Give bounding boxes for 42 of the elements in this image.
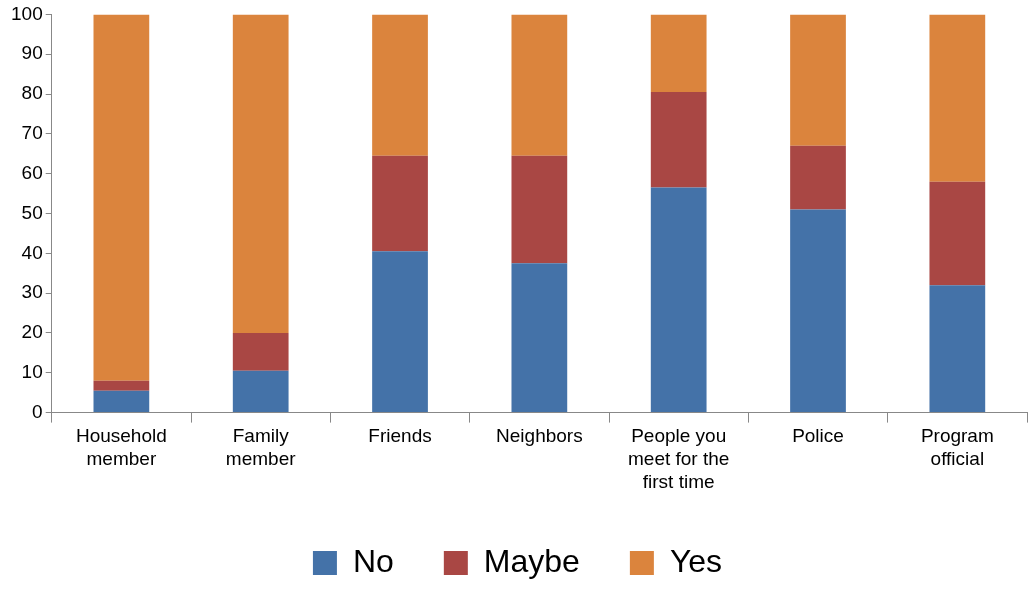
bar	[511, 14, 568, 156]
x-tick-label: Family member	[225, 425, 297, 470]
y-tick-label: 30	[21, 281, 43, 303]
y-tick-label: 70	[21, 122, 43, 144]
bar	[790, 145, 846, 210]
y-tick-label: 100	[11, 2, 43, 24]
bar	[232, 332, 289, 371]
x-tick-label: Neighbors	[496, 425, 583, 447]
bar	[650, 14, 707, 93]
bar	[93, 390, 150, 413]
y-tick-label: 60	[21, 161, 43, 183]
y-tick-label: 80	[21, 82, 43, 104]
legend-label: Maybe	[483, 542, 580, 579]
bar	[372, 251, 428, 413]
y-tick-label: 20	[21, 321, 43, 343]
bar	[372, 14, 428, 156]
bar	[511, 263, 568, 413]
x-tick-label: Friends	[368, 425, 432, 447]
bar	[93, 14, 150, 381]
bar	[929, 14, 986, 182]
legend-label: No	[352, 542, 394, 579]
x-tick-label: Household member	[75, 425, 167, 470]
bar	[511, 155, 568, 264]
x-tick-label: Police	[792, 425, 844, 447]
bar	[929, 285, 986, 413]
bar	[929, 181, 986, 286]
y-tick-label: 10	[21, 361, 43, 383]
bar	[372, 155, 428, 252]
y-tick-label: 0	[32, 400, 43, 422]
x-tick-label: Program official	[920, 425, 994, 470]
bar	[790, 14, 846, 146]
bar	[232, 370, 289, 413]
bar	[650, 92, 707, 188]
y-tick-label: 90	[21, 42, 43, 64]
bar	[790, 209, 846, 413]
bar	[93, 380, 150, 391]
bar	[232, 14, 289, 333]
x-tick-label: People you meet for the first time	[627, 425, 730, 492]
y-tick-label: 50	[21, 201, 43, 223]
y-tick-label: 40	[21, 241, 43, 263]
legend-label: Yes	[669, 542, 723, 579]
bar	[650, 187, 707, 413]
